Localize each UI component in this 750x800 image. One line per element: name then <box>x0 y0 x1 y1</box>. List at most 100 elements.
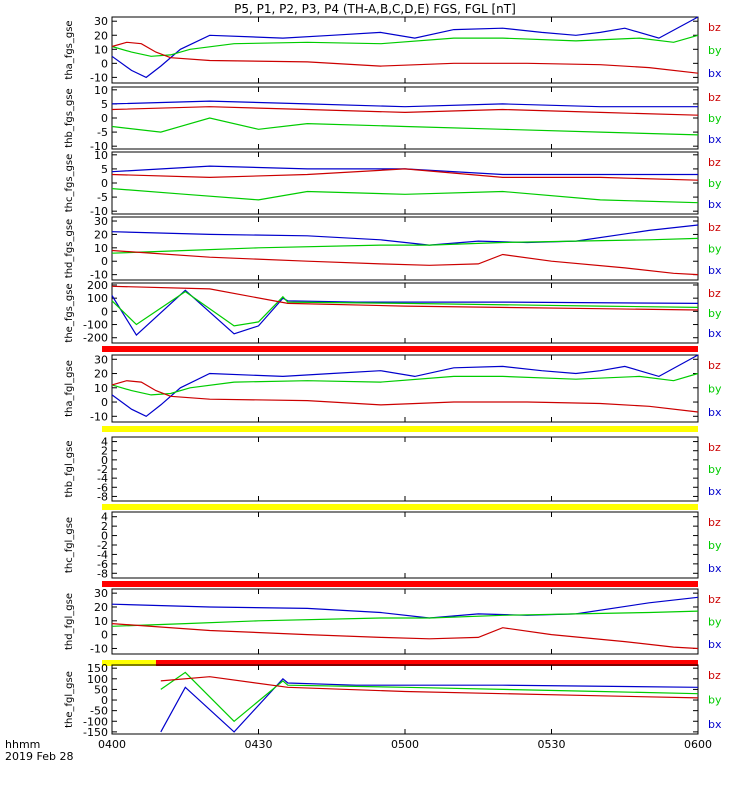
footer-hhmm: hhmm <box>5 738 41 751</box>
series-bx-line <box>111 354 699 418</box>
x-tick-label: 0400 <box>98 738 126 751</box>
x-tick-label: 0430 <box>245 738 273 751</box>
y-tick-label: 4 <box>101 511 108 524</box>
y-tick-label: 0 <box>101 255 108 268</box>
panel-frame <box>111 151 699 215</box>
series-bz-line <box>111 168 699 181</box>
status-bar-red <box>102 346 698 352</box>
series-bx-line <box>111 100 698 108</box>
legend-bz: bz <box>708 91 721 104</box>
y-tick-label: -10 <box>90 410 108 423</box>
y-tick-label: 10 <box>94 242 108 255</box>
y-tick-label: -10 <box>90 71 108 84</box>
y-axis-label: thc_fgl_gse <box>64 517 75 573</box>
x-tick-label: 0600 <box>684 738 712 751</box>
y-tick-label: 0 <box>101 396 108 409</box>
legend-by: by <box>708 616 722 629</box>
series-by-line <box>160 671 699 723</box>
series-bz-line <box>160 676 699 699</box>
series-bz-line <box>111 285 699 311</box>
series-bx-line <box>111 596 699 619</box>
panel-frame <box>111 436 699 502</box>
y-tick-label: 0 <box>101 694 108 707</box>
panel-frame <box>111 588 699 655</box>
y-tick-label: -6 <box>97 481 108 494</box>
y-tick-label: -50 <box>90 705 108 718</box>
legend-bz: bz <box>708 516 721 529</box>
legend-bx: bx <box>708 67 722 80</box>
legend-by: by <box>708 243 722 256</box>
x-tick-label: 0500 <box>391 738 419 751</box>
y-tick-label: 150 <box>87 662 108 675</box>
y-tick-label: 0 <box>101 454 108 467</box>
legend-bz: bz <box>708 669 721 682</box>
legend-by: by <box>708 112 722 125</box>
y-tick-label: 10 <box>94 382 108 395</box>
series-bz-line <box>111 249 699 276</box>
y-axis-label: the_fgs_gse <box>64 283 75 342</box>
y-tick-label: 10 <box>94 43 108 56</box>
footer-date: 2019 Feb 28 <box>5 750 74 763</box>
y-tick-label: -4 <box>97 548 108 561</box>
legend-bx: bx <box>708 718 722 731</box>
y-axis-label: thd_fgs_gse <box>64 219 75 278</box>
y-tick-label: 30 <box>94 215 108 228</box>
y-tick-label: 5 <box>101 163 108 176</box>
legend-by: by <box>708 694 722 707</box>
y-tick-label: 30 <box>94 15 108 28</box>
y-axis-label: thc_fgs_gse <box>64 154 75 213</box>
y-tick-label: -200 <box>83 332 108 345</box>
legend-bx: bx <box>708 198 722 211</box>
legend-bx: bx <box>708 264 722 277</box>
legend-by: by <box>708 539 722 552</box>
status-bar-yellow <box>102 426 698 432</box>
y-tick-label: 100 <box>87 673 108 686</box>
y-tick-label: -5 <box>97 191 108 204</box>
y-tick-label: -8 <box>97 490 108 503</box>
legend-bz: bz <box>708 287 721 300</box>
y-tick-label: -10 <box>90 205 108 218</box>
page-title: P5, P1, P2, P3, P4 (TH-A,B,C,D,E) FGS, F… <box>234 2 516 16</box>
y-tick-label: 10 <box>94 84 108 97</box>
panel-frame <box>111 354 699 423</box>
status-bar-yellow <box>102 660 156 666</box>
panel-thb_fgl_gse: 420-2-4-6-8 thb_fgl_gse bz by bx <box>64 436 722 510</box>
y-tick-label: 0 <box>101 112 108 125</box>
status-bar-red <box>155 660 698 666</box>
y-tick-label: 20 <box>94 601 108 614</box>
y-tick-label: 30 <box>94 587 108 600</box>
series-bz-line <box>111 380 699 413</box>
status-bar-yellow <box>102 504 698 510</box>
legend-bx: bx <box>708 485 722 498</box>
legend-bx: bx <box>708 133 722 146</box>
y-tick-label: 10 <box>94 615 108 628</box>
status-bar-red <box>102 581 698 587</box>
y-tick-label: -2 <box>97 539 108 552</box>
legend-by: by <box>708 44 722 57</box>
y-tick-label: -2 <box>97 463 108 476</box>
y-tick-label: 20 <box>94 29 108 42</box>
legend-by: by <box>708 383 722 396</box>
y-tick-label: -100 <box>83 715 108 728</box>
series-bx-line <box>111 224 699 246</box>
series-by-line <box>111 372 699 396</box>
legend-by: by <box>708 177 722 190</box>
legend-bx: bx <box>708 406 722 419</box>
y-axis-label: thd_fgl_gse <box>64 593 75 650</box>
series-by-line <box>111 188 699 204</box>
y-tick-label: -10 <box>90 642 108 655</box>
panel-frame <box>111 664 699 735</box>
series-by-line <box>111 237 699 254</box>
legend-by: by <box>708 463 722 476</box>
y-tick-label: 20 <box>94 228 108 241</box>
legend-bz: bz <box>708 441 721 454</box>
series-by-line <box>111 117 699 136</box>
y-tick-label: -5 <box>97 126 108 139</box>
y-tick-label: 100 <box>87 292 108 305</box>
